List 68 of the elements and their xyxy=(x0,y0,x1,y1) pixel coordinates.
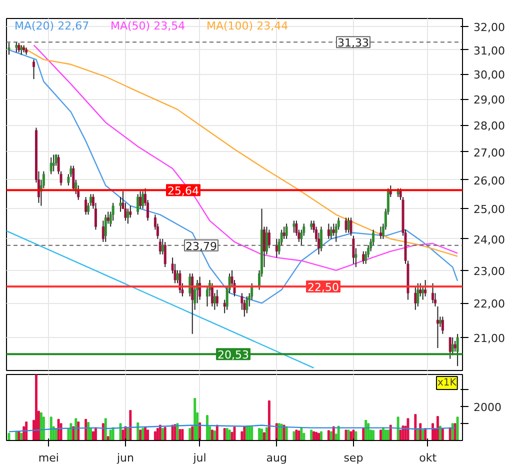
candlestick xyxy=(352,235,355,264)
candlestick xyxy=(84,196,88,216)
ref-line-label: 31,33 xyxy=(338,36,369,50)
candlestick xyxy=(379,226,382,240)
series-label: MA(20) 22,67 xyxy=(14,20,90,32)
y-tick-label: 29,00 xyxy=(474,94,505,107)
text: MA(50) 23,54 xyxy=(110,20,186,32)
candlestick xyxy=(347,217,350,234)
x-tick-label: aug xyxy=(266,452,287,464)
candlestick xyxy=(246,296,248,314)
y-tick-label: 25,00 xyxy=(474,203,505,216)
annotation: x1K xyxy=(438,378,457,388)
candlestick xyxy=(275,238,278,258)
ref-line-label: 22,50 xyxy=(308,281,339,294)
x-tick-label: okt xyxy=(419,452,438,464)
candlestick xyxy=(330,226,332,240)
candlestick xyxy=(210,282,214,307)
candlestick xyxy=(164,241,166,268)
y-tick-label: 31,00 xyxy=(474,44,505,58)
candlestick xyxy=(8,42,10,56)
candlestick xyxy=(424,279,427,297)
candlestick xyxy=(285,223,288,240)
candlestick xyxy=(15,42,18,53)
candlestick xyxy=(362,250,365,264)
candlestick xyxy=(432,282,434,304)
ref-line-label: 23,79 xyxy=(186,240,217,253)
candlestick xyxy=(50,156,52,175)
y-tick-label: 28,00 xyxy=(474,120,505,133)
y-tick-label: 2000 xyxy=(474,401,502,414)
y-tick-label: 21,00 xyxy=(474,332,505,345)
x-tick-label: jun xyxy=(116,452,134,464)
x-tick-label: jul xyxy=(192,452,206,464)
y-tick-label: 22,00 xyxy=(474,298,505,311)
candlestick xyxy=(350,217,352,236)
ref-line-label: 25,64 xyxy=(168,184,199,198)
y-tick-label: 23,00 xyxy=(474,264,505,278)
candlestick xyxy=(344,217,348,234)
candlestick xyxy=(414,286,417,310)
y-tick-label: 27,00 xyxy=(474,146,505,160)
candlestick xyxy=(441,316,444,334)
x-tick-label: mei xyxy=(38,452,59,464)
candlestick xyxy=(18,42,20,53)
y-tick-label: 30,00 xyxy=(474,68,505,82)
candlestick xyxy=(72,165,75,192)
ref-line-label: 20,53 xyxy=(218,348,249,362)
text: MA(100) 23,44 xyxy=(206,20,288,32)
candlestick xyxy=(416,282,420,307)
candlestick xyxy=(32,59,35,80)
y-tick-label: 24,00 xyxy=(474,233,505,246)
candlestick xyxy=(436,306,439,349)
candlestick xyxy=(454,340,456,352)
candlestick xyxy=(104,214,107,242)
candlestick xyxy=(136,194,140,216)
candlestick xyxy=(124,202,127,222)
candlestick xyxy=(20,44,23,56)
candlestick xyxy=(320,226,322,252)
candlestick xyxy=(216,289,218,307)
candlestick xyxy=(158,238,162,255)
candlestick xyxy=(52,154,55,172)
candlestick xyxy=(191,273,194,334)
candlestick xyxy=(142,190,144,210)
y-tick-label: 32,00 xyxy=(474,21,505,34)
y-tick-label: 26,00 xyxy=(474,174,505,188)
candlestick xyxy=(327,223,330,240)
candlestick xyxy=(310,220,313,230)
x-tick-label: sep xyxy=(344,452,364,464)
candlestick xyxy=(448,336,452,360)
candlestick xyxy=(292,220,296,234)
